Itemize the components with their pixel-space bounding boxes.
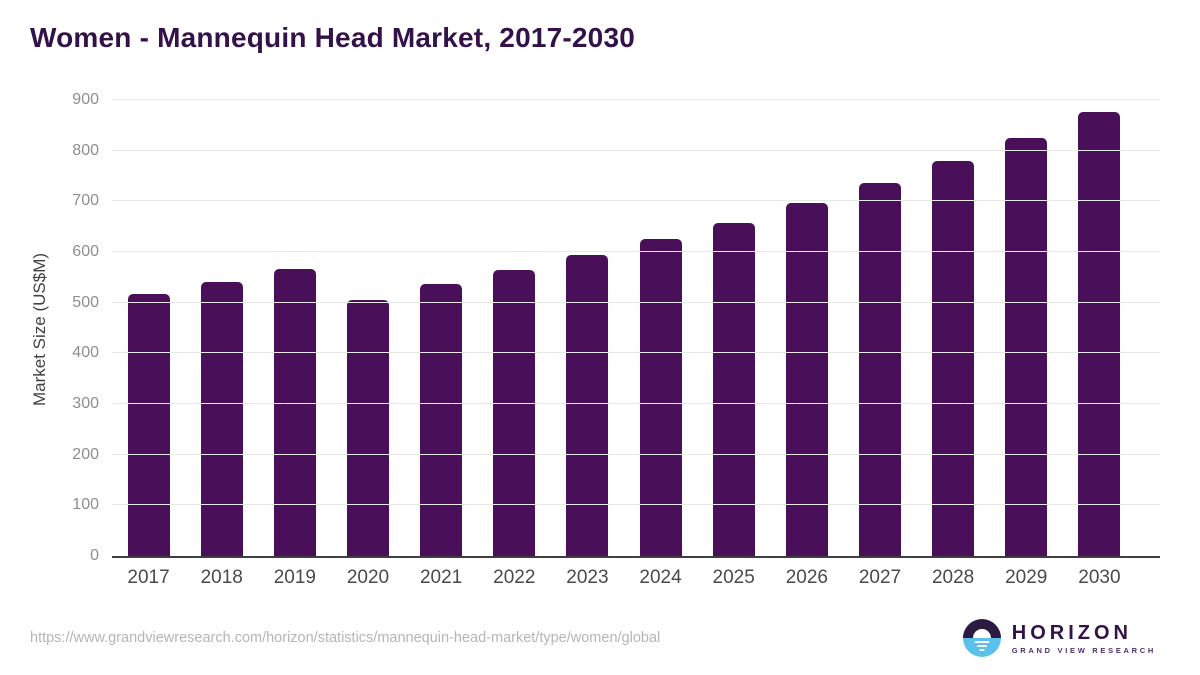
logo-subtitle: GRAND VIEW RESEARCH [1011, 645, 1156, 655]
bar-column [112, 100, 185, 556]
x-tick-label: 2026 [785, 567, 828, 588]
bar-2019 [273, 269, 316, 556]
x-tick-label: 2025 [712, 567, 755, 588]
y-tick-label: 700 [72, 192, 99, 210]
y-tick-label: 900 [72, 91, 99, 108]
x-tick-label: 2029 [1005, 567, 1048, 588]
y-tick-label: 100 [72, 496, 99, 514]
bar-2020 [346, 299, 389, 556]
x-tick-label: 2028 [931, 567, 975, 588]
gridline [112, 149, 1160, 151]
x-tick-label: 2018 [200, 567, 243, 588]
x-tick-label: 2030 [1078, 567, 1121, 588]
bar-2027 [858, 183, 901, 556]
gridline [112, 200, 1160, 202]
bar-column [478, 100, 551, 556]
y-tick-label: 500 [72, 293, 99, 311]
chart-title: Women - Mannequin Head Market, 2017-2030 [30, 22, 635, 53]
y-tick-label: 600 [72, 243, 99, 261]
bar-2022 [493, 270, 536, 556]
x-tick-label: 2020 [346, 567, 390, 588]
gridline [112, 301, 1160, 303]
horizon-logo: HORIZON GRAND VIEW RESEARCH [962, 619, 1156, 657]
y-tick-label: 800 [72, 141, 99, 159]
bar-2028 [932, 161, 975, 556]
gridline [112, 403, 1160, 405]
y-tick-label: 400 [72, 344, 99, 362]
bars [112, 100, 1160, 556]
bar-2021 [420, 283, 463, 556]
x-tick-label: 2027 [858, 567, 902, 588]
sun-reflection-line [979, 649, 985, 651]
logo-name: HORIZON [1011, 621, 1132, 644]
y-tick-label: 300 [72, 395, 99, 413]
y-tick-label: 200 [72, 445, 99, 463]
bar-2018 [200, 281, 243, 556]
x-tick-label: 2023 [566, 567, 609, 588]
horizon-sun-icon [962, 619, 1001, 657]
bar-2024 [639, 238, 682, 556]
bar-column [405, 100, 478, 556]
gridline [112, 504, 1160, 506]
x-tick-label: 2021 [419, 567, 463, 588]
bar-column [770, 100, 843, 556]
y-tick-label: 0 [90, 547, 99, 564]
gridline [112, 99, 1160, 100]
bar-2017 [127, 294, 170, 556]
x-tick-label: 2019 [273, 567, 316, 588]
bar-2029 [1005, 137, 1048, 556]
sun-reflection-line [974, 641, 990, 643]
plot-area: 0 100 200 300 400 500 600 700 800 900 [72, 92, 1160, 564]
x-tick-label: 2022 [493, 567, 536, 588]
x-tick-label: 2024 [639, 567, 682, 588]
bar-column [331, 100, 404, 556]
bar-column [551, 100, 624, 556]
footer: https://www.grandviewresearch.com/horizo… [30, 610, 1156, 666]
bar-column [917, 100, 990, 556]
gridline [112, 352, 1160, 354]
gridline [112, 251, 1160, 253]
bar-column [843, 100, 916, 556]
bar-2025 [712, 222, 755, 556]
bar-column [990, 100, 1063, 556]
bar-column [185, 100, 258, 556]
x-axis-labels: 2017 2018 2019 2020 2021 2022 2023 2024 2025 2026… [112, 567, 1160, 589]
bar-2026 [785, 203, 828, 556]
chart: Market Size (US$M) 0 100 200 300 400 500 600 70… [30, 92, 1160, 589]
bar-column [697, 100, 770, 556]
sun-dome-shape [972, 629, 991, 638]
y-axis-title: Market Size (US$M) [30, 252, 49, 406]
x-tick-label: 2017 [127, 567, 170, 588]
gridline [112, 453, 1160, 455]
sun-reflection-line [976, 645, 987, 647]
bar-column [624, 100, 697, 556]
bar-2030 [1078, 111, 1121, 556]
logo-text: HORIZON GRAND VIEW RESEARCH [1012, 622, 1156, 655]
bar-2023 [566, 254, 609, 556]
source-url: https://www.grandviewresearch.com/horizo… [30, 630, 661, 646]
bar-column [1063, 100, 1136, 556]
bar-column [258, 100, 331, 556]
